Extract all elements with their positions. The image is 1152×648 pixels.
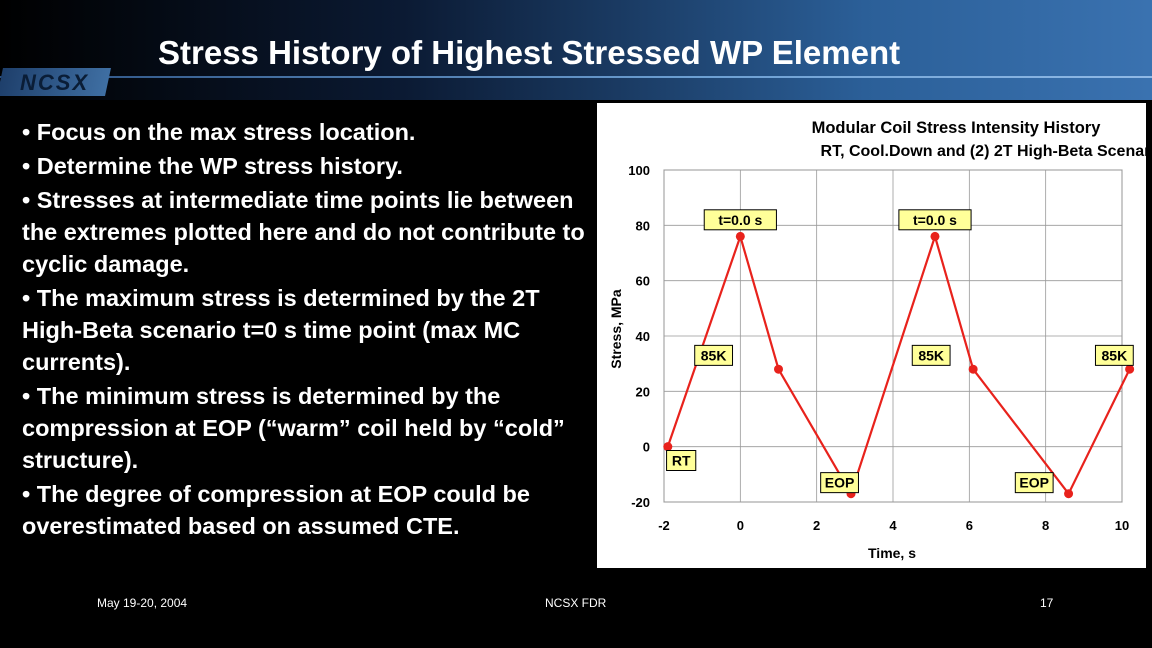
annotation-box <box>820 472 859 494</box>
annotation-box <box>1014 472 1054 494</box>
footer-page-number: 17 <box>1040 596 1054 610</box>
chart-title: Modular Coil Stress Intensity History <box>812 119 1102 137</box>
bullet-list: • Focus on the max stress location. • De… <box>22 116 597 544</box>
annotation-box <box>1094 344 1134 366</box>
bullet-item: • The minimum stress is determined by th… <box>22 383 565 473</box>
x-axis-label: Time, s <box>868 545 916 561</box>
annotation-label: t=0.0 s <box>913 212 957 228</box>
footer-date: May 19-20, 2004 <box>97 596 188 610</box>
annotation-label: 85K <box>1102 347 1128 363</box>
annotation-label: RT <box>672 453 691 469</box>
data-point <box>774 364 783 374</box>
chart-subtitle: RT, Cool.Down and (2) 2T High-Beta Scena… <box>821 143 1146 160</box>
annotation-box <box>694 344 734 366</box>
title-band <box>0 0 1152 100</box>
data-point <box>968 364 978 374</box>
y-tick-label: 80 <box>636 218 650 233</box>
slide-title: Stress History of Highest Stressed WP El… <box>158 34 901 71</box>
y-tick-label: 0 <box>643 440 650 455</box>
bullet-item: • Stresses at intermediate time points l… <box>22 187 585 277</box>
x-tick-label: 0 <box>737 518 744 533</box>
data-point <box>1064 489 1074 499</box>
y-tick-label: 40 <box>636 329 650 344</box>
data-point <box>1125 364 1135 374</box>
data-point <box>663 442 673 452</box>
x-tick-label: -2 <box>658 518 670 533</box>
bullet-item: • The maximum stress is determined by th… <box>22 285 540 375</box>
x-tick-label: 8 <box>1042 518 1049 533</box>
footer-center: NCSX FDR <box>545 596 607 610</box>
y-axis-label: Stress, MPa <box>608 289 624 369</box>
annotation-label: 85K <box>701 347 727 363</box>
annotation-box <box>898 209 972 231</box>
bullet-item: • Determine the WP stress history. <box>22 153 403 179</box>
x-tick-label: 10 <box>1115 518 1129 533</box>
y-tick-label: 100 <box>628 163 650 178</box>
annotation-box <box>666 450 697 471</box>
bullet-item: • The degree of compression at EOP could… <box>22 481 530 539</box>
annotation-label: EOP <box>1019 475 1049 491</box>
x-tick-label: 4 <box>889 518 897 533</box>
annotation-label: 85K <box>918 347 944 363</box>
stress-history-chart: Modular Coil Stress Intensity History RT… <box>608 119 1152 561</box>
data-point <box>930 231 940 241</box>
y-tick-label: -20 <box>631 495 650 510</box>
annotation-layer: t=0.0 s t=0.0 s 85K 85K 85K RT EOP EOP <box>666 209 1134 494</box>
y-tick-label: 60 <box>636 274 650 289</box>
bullet-item: • Focus on the max stress location. <box>22 119 416 145</box>
x-tick-label: 6 <box>966 518 973 533</box>
ncsx-logo-text: NCSX <box>20 70 90 95</box>
annotation-box <box>703 209 777 231</box>
annotation-box <box>911 344 951 366</box>
annotation-label: EOP <box>825 475 855 491</box>
annotation-label: t=0.0 s <box>718 212 762 228</box>
chart-panel: Modular Coil Stress Intensity History RT… <box>597 103 1152 568</box>
x-tick-label: 2 <box>813 518 820 533</box>
title-underline <box>0 76 1152 78</box>
y-tick-label: 20 <box>636 384 650 399</box>
data-point <box>735 231 745 241</box>
